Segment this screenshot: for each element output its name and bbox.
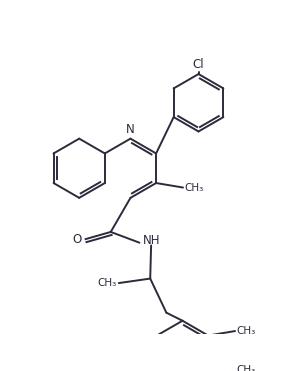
Text: O: O (72, 233, 81, 246)
Text: CH₃: CH₃ (237, 326, 256, 336)
Text: NH: NH (143, 234, 160, 247)
Text: CH₃: CH₃ (97, 278, 116, 288)
Text: Cl: Cl (193, 58, 204, 71)
Text: CH₃: CH₃ (185, 183, 204, 193)
Text: CH₃: CH₃ (237, 365, 256, 371)
Text: N: N (126, 123, 135, 136)
